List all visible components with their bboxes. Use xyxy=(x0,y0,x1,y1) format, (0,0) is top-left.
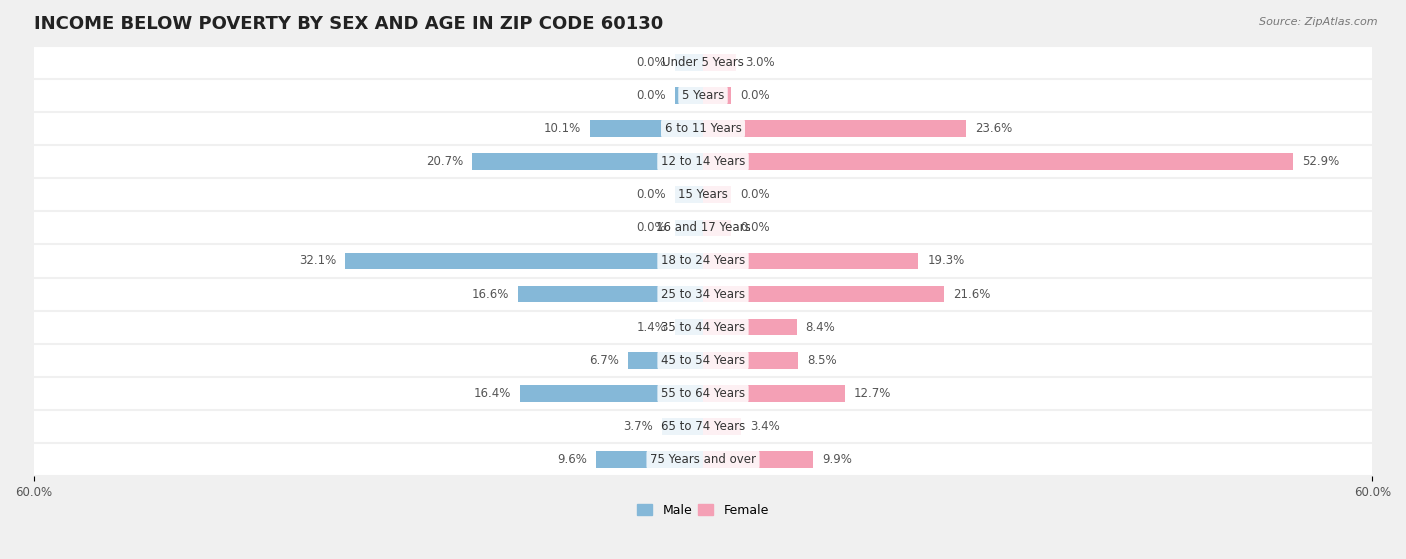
Text: 0.0%: 0.0% xyxy=(740,221,769,234)
Bar xyxy=(628,352,703,368)
Text: 5 Years: 5 Years xyxy=(682,89,724,102)
Bar xyxy=(34,178,1372,211)
Text: 6 to 11 Years: 6 to 11 Years xyxy=(665,122,741,135)
Text: 15 Years: 15 Years xyxy=(678,188,728,201)
Text: 55 to 64 Years: 55 to 64 Years xyxy=(661,387,745,400)
Text: 32.1%: 32.1% xyxy=(298,254,336,267)
Bar xyxy=(34,410,1372,443)
Text: 0.0%: 0.0% xyxy=(740,89,769,102)
Bar xyxy=(34,46,1372,79)
Bar xyxy=(517,286,703,302)
Bar xyxy=(703,385,845,402)
Bar xyxy=(34,311,1372,344)
Bar xyxy=(675,319,703,335)
Bar xyxy=(591,120,703,137)
Bar xyxy=(34,211,1372,244)
Bar xyxy=(703,87,731,103)
Text: 0.0%: 0.0% xyxy=(740,188,769,201)
Bar xyxy=(472,153,703,170)
Bar xyxy=(703,220,731,236)
Text: INCOME BELOW POVERTY BY SEX AND AGE IN ZIP CODE 60130: INCOME BELOW POVERTY BY SEX AND AGE IN Z… xyxy=(34,15,662,33)
Bar xyxy=(34,443,1372,476)
Text: 16.4%: 16.4% xyxy=(474,387,512,400)
Text: 45 to 54 Years: 45 to 54 Years xyxy=(661,354,745,367)
Text: 0.0%: 0.0% xyxy=(637,56,666,69)
Text: 16.6%: 16.6% xyxy=(471,287,509,301)
Bar xyxy=(703,286,943,302)
Text: 35 to 44 Years: 35 to 44 Years xyxy=(661,321,745,334)
Bar xyxy=(703,54,737,70)
Text: 0.0%: 0.0% xyxy=(637,221,666,234)
Text: Source: ZipAtlas.com: Source: ZipAtlas.com xyxy=(1260,17,1378,27)
Text: 3.4%: 3.4% xyxy=(749,420,779,433)
Bar xyxy=(34,79,1372,112)
Text: 65 to 74 Years: 65 to 74 Years xyxy=(661,420,745,433)
Bar xyxy=(675,220,703,236)
Bar xyxy=(34,277,1372,311)
Text: 75 Years and over: 75 Years and over xyxy=(650,453,756,466)
Text: 0.0%: 0.0% xyxy=(637,188,666,201)
Text: 12 to 14 Years: 12 to 14 Years xyxy=(661,155,745,168)
Text: Under 5 Years: Under 5 Years xyxy=(662,56,744,69)
Text: 21.6%: 21.6% xyxy=(953,287,990,301)
Text: 9.9%: 9.9% xyxy=(823,453,852,466)
Text: 25 to 34 Years: 25 to 34 Years xyxy=(661,287,745,301)
Bar xyxy=(520,385,703,402)
Bar xyxy=(703,187,731,203)
Text: 3.7%: 3.7% xyxy=(623,420,652,433)
Text: 23.6%: 23.6% xyxy=(976,122,1012,135)
Legend: Male, Female: Male, Female xyxy=(633,499,773,522)
Bar xyxy=(34,344,1372,377)
Text: 3.0%: 3.0% xyxy=(745,56,775,69)
Bar xyxy=(34,244,1372,277)
Bar xyxy=(703,253,918,269)
Text: 10.1%: 10.1% xyxy=(544,122,582,135)
Bar xyxy=(703,452,814,468)
Bar xyxy=(703,120,966,137)
Bar xyxy=(703,153,1294,170)
Bar xyxy=(675,87,703,103)
Bar xyxy=(675,54,703,70)
Text: 19.3%: 19.3% xyxy=(928,254,965,267)
Bar xyxy=(34,112,1372,145)
Bar xyxy=(675,187,703,203)
Text: 1.4%: 1.4% xyxy=(637,321,666,334)
Text: 6.7%: 6.7% xyxy=(589,354,619,367)
Bar xyxy=(344,253,703,269)
Text: 9.6%: 9.6% xyxy=(557,453,586,466)
Text: 8.5%: 8.5% xyxy=(807,354,837,367)
Bar xyxy=(596,452,703,468)
Bar xyxy=(34,145,1372,178)
Text: 18 to 24 Years: 18 to 24 Years xyxy=(661,254,745,267)
Bar xyxy=(703,418,741,435)
Bar xyxy=(703,319,797,335)
Text: 16 and 17 Years: 16 and 17 Years xyxy=(655,221,751,234)
Bar xyxy=(34,377,1372,410)
Bar xyxy=(703,352,797,368)
Text: 8.4%: 8.4% xyxy=(806,321,835,334)
Text: 0.0%: 0.0% xyxy=(637,89,666,102)
Text: 52.9%: 52.9% xyxy=(1302,155,1340,168)
Text: 20.7%: 20.7% xyxy=(426,155,463,168)
Bar xyxy=(662,418,703,435)
Text: 12.7%: 12.7% xyxy=(853,387,891,400)
